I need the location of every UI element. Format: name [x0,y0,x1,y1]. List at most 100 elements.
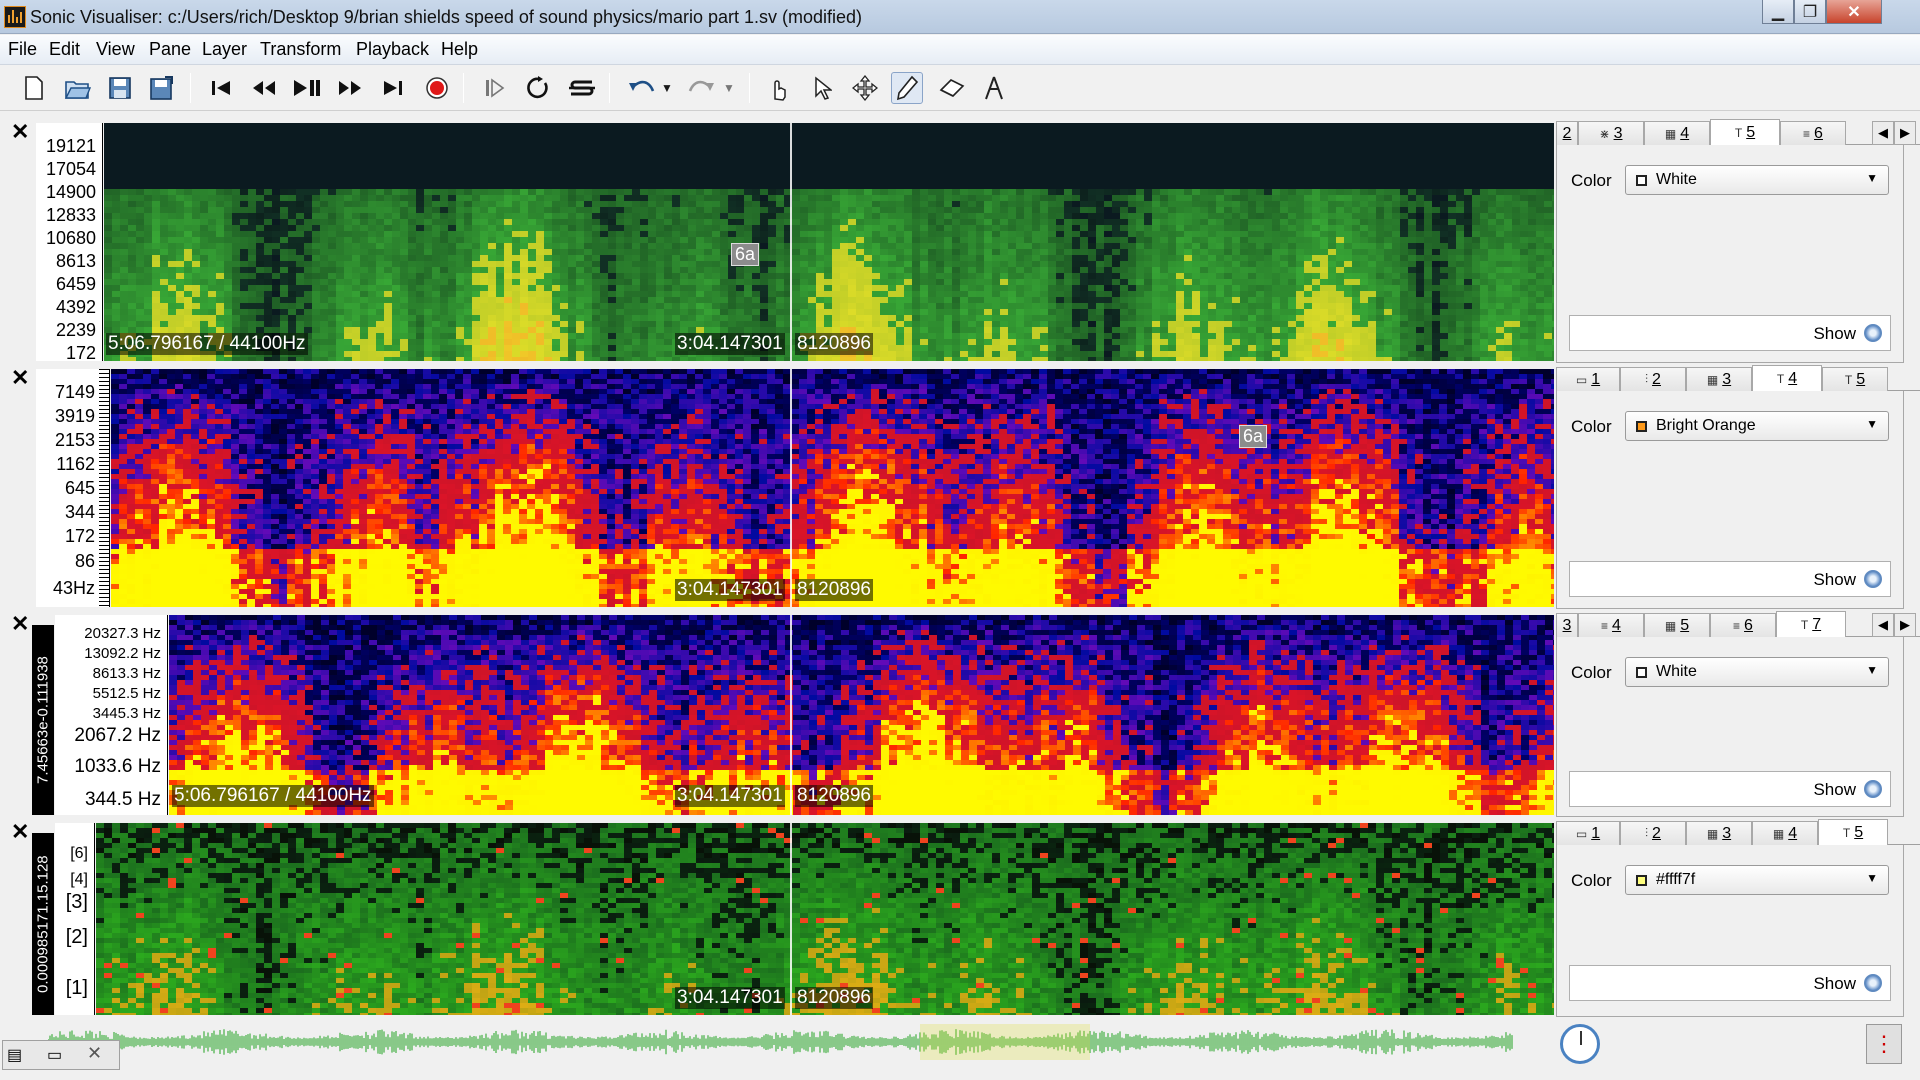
text-annotation-marker[interactable]: 6a [731,243,760,266]
color-dropdown[interactable]: Bright Orange ▼ [1625,411,1889,441]
overview-waveform[interactable] [48,1020,1554,1064]
pane-close-button[interactable]: ✕ [11,819,29,845]
draw-icon[interactable] [891,72,923,104]
layer-tab-4[interactable]: ≡ 4 [1578,613,1644,637]
color-dropdown[interactable]: White ▼ [1625,657,1889,687]
chromagram-view[interactable] [96,823,1554,1015]
pane-close-button[interactable]: ✕ [11,365,29,391]
scale-tick: [2] [66,927,88,947]
record-icon[interactable] [421,72,453,104]
show-layer-toggle[interactable] [1864,324,1882,342]
select-icon[interactable] [806,72,838,104]
save-icon[interactable] [104,72,136,104]
layer-tab-number: 5 [1680,617,1689,635]
navigate-icon[interactable] [763,72,795,104]
waveform-view-icon[interactable]: ▤ [7,1045,22,1065]
layer-tab-1[interactable]: ▭ 1 [1556,821,1620,845]
spectrogram-view[interactable] [111,369,1554,607]
menu-file[interactable]: File [8,39,37,60]
menu-playback[interactable]: Playback [356,39,429,60]
measure-icon[interactable] [978,72,1010,104]
play-pause-icon[interactable] [291,72,323,104]
redo-icon[interactable] [686,72,718,104]
solo-icon[interactable] [566,72,598,104]
tab-scroll-right-icon[interactable]: ▶ [1894,613,1916,637]
pane-4: ✕ 0.000985171.15.128 [6] [4] [3] [2] [1]… [0,819,1920,1017]
show-layer-toggle[interactable] [1864,570,1882,588]
loop-icon[interactable] [522,72,554,104]
scale-tick: [1] [66,978,88,998]
play-selection-icon[interactable] [479,72,511,104]
pane-close-button[interactable]: ✕ [11,119,29,145]
scale-tick: 10680 [46,229,96,247]
close-icon[interactable]: ✕ [87,1043,102,1064]
layer-tab-1[interactable]: ▭ 1 [1556,367,1620,391]
redo-dropdown-icon[interactable]: ▼ [718,72,740,104]
layer-tab-4[interactable]: ▦ 4 [1644,121,1710,145]
layer-tab-3[interactable]: ▦ 3 [1686,367,1752,391]
layer-tab-3[interactable]: ⋇ 3 [1578,121,1644,145]
erase-icon[interactable] [936,72,968,104]
scale-tick: 20327.3 Hz [84,625,161,643]
layer-tab-6[interactable]: ≡ 6 [1710,613,1776,637]
scale-tick: 172 [65,527,95,545]
pane-close-button[interactable]: ✕ [11,611,29,637]
open-icon[interactable] [62,72,94,104]
show-label: Show [1813,324,1856,344]
menu-pane[interactable]: Pane [149,39,191,60]
window-view-icon[interactable]: ▭ [47,1045,62,1065]
notes-layer-icon: ≡ [1803,127,1810,141]
menu-help[interactable]: Help [441,39,478,60]
sonic-visualiser-app-icon[interactable] [4,6,26,28]
spectrogram-texture [169,615,1554,815]
undo-icon[interactable] [625,72,657,104]
menu-transform[interactable]: Transform [260,39,341,60]
pane-3: ✕ 7.45663e-0.111938 20327.3 Hz 13092.2 H… [0,611,1920,817]
close-window-button[interactable]: ✕ [1826,0,1882,24]
layer-tab-number: 4 [1680,125,1689,143]
show-layer-toggle[interactable] [1864,974,1882,992]
layer-tab-4[interactable]: ▦ 4 [1752,821,1818,845]
layer-tab-2[interactable]: ⫶ 2 [1620,821,1686,845]
layer-tab-3[interactable]: 3 [1556,613,1578,637]
rewind-start-icon[interactable] [205,72,237,104]
menu-edit[interactable]: Edit [49,39,80,60]
show-layer-toggle[interactable] [1864,780,1882,798]
tab-scroll-left-icon[interactable]: ◀ [1872,121,1894,145]
ffwd-end-icon[interactable] [377,72,409,104]
undo-dropdown-icon[interactable]: ▼ [656,72,678,104]
playback-speed-dial[interactable] [1560,1024,1600,1064]
save-as-icon[interactable] [146,72,178,104]
menu-view[interactable]: View [96,39,135,60]
move-icon[interactable] [849,72,881,104]
minimize-button[interactable]: ▁ [1762,0,1794,24]
new-icon[interactable] [18,72,50,104]
rewind-icon[interactable] [248,72,280,104]
menu-layer[interactable]: Layer [202,39,247,60]
color-dropdown[interactable]: #ffff7f ▼ [1625,865,1889,895]
spectrogram-view[interactable] [169,615,1554,815]
color-dropdown[interactable]: White ▼ [1625,165,1889,195]
more-options-icon[interactable]: ⋮ [1866,1024,1902,1064]
restore-button[interactable]: ❐ [1794,0,1826,24]
layer-tab-number: 1 [1591,371,1600,389]
text-annotation-marker[interactable]: 6a [1239,425,1268,448]
layer-tab-2[interactable]: 2 [1556,121,1578,145]
fast-forward-icon[interactable] [334,72,366,104]
layer-tab-5[interactable]: ▦ 5 [1644,613,1710,637]
pane-2: ✕ 7149 3919 2153 1162 645 344 172 86 43H… [0,365,1920,609]
tab-scroll-left-icon[interactable]: ◀ [1872,613,1894,637]
ruler-layer-icon: ▭ [1576,827,1587,841]
scale-tick: [6] [70,845,88,863]
tab-scroll-right-icon[interactable]: ▶ [1894,121,1916,145]
layer-tab-3[interactable]: ▦ 3 [1686,821,1752,845]
layer-tab-6[interactable]: ≡ 6 [1780,121,1846,145]
layer-tab-2[interactable]: ⫶ 2 [1620,367,1686,391]
spectrogram-view[interactable] [104,123,1554,361]
